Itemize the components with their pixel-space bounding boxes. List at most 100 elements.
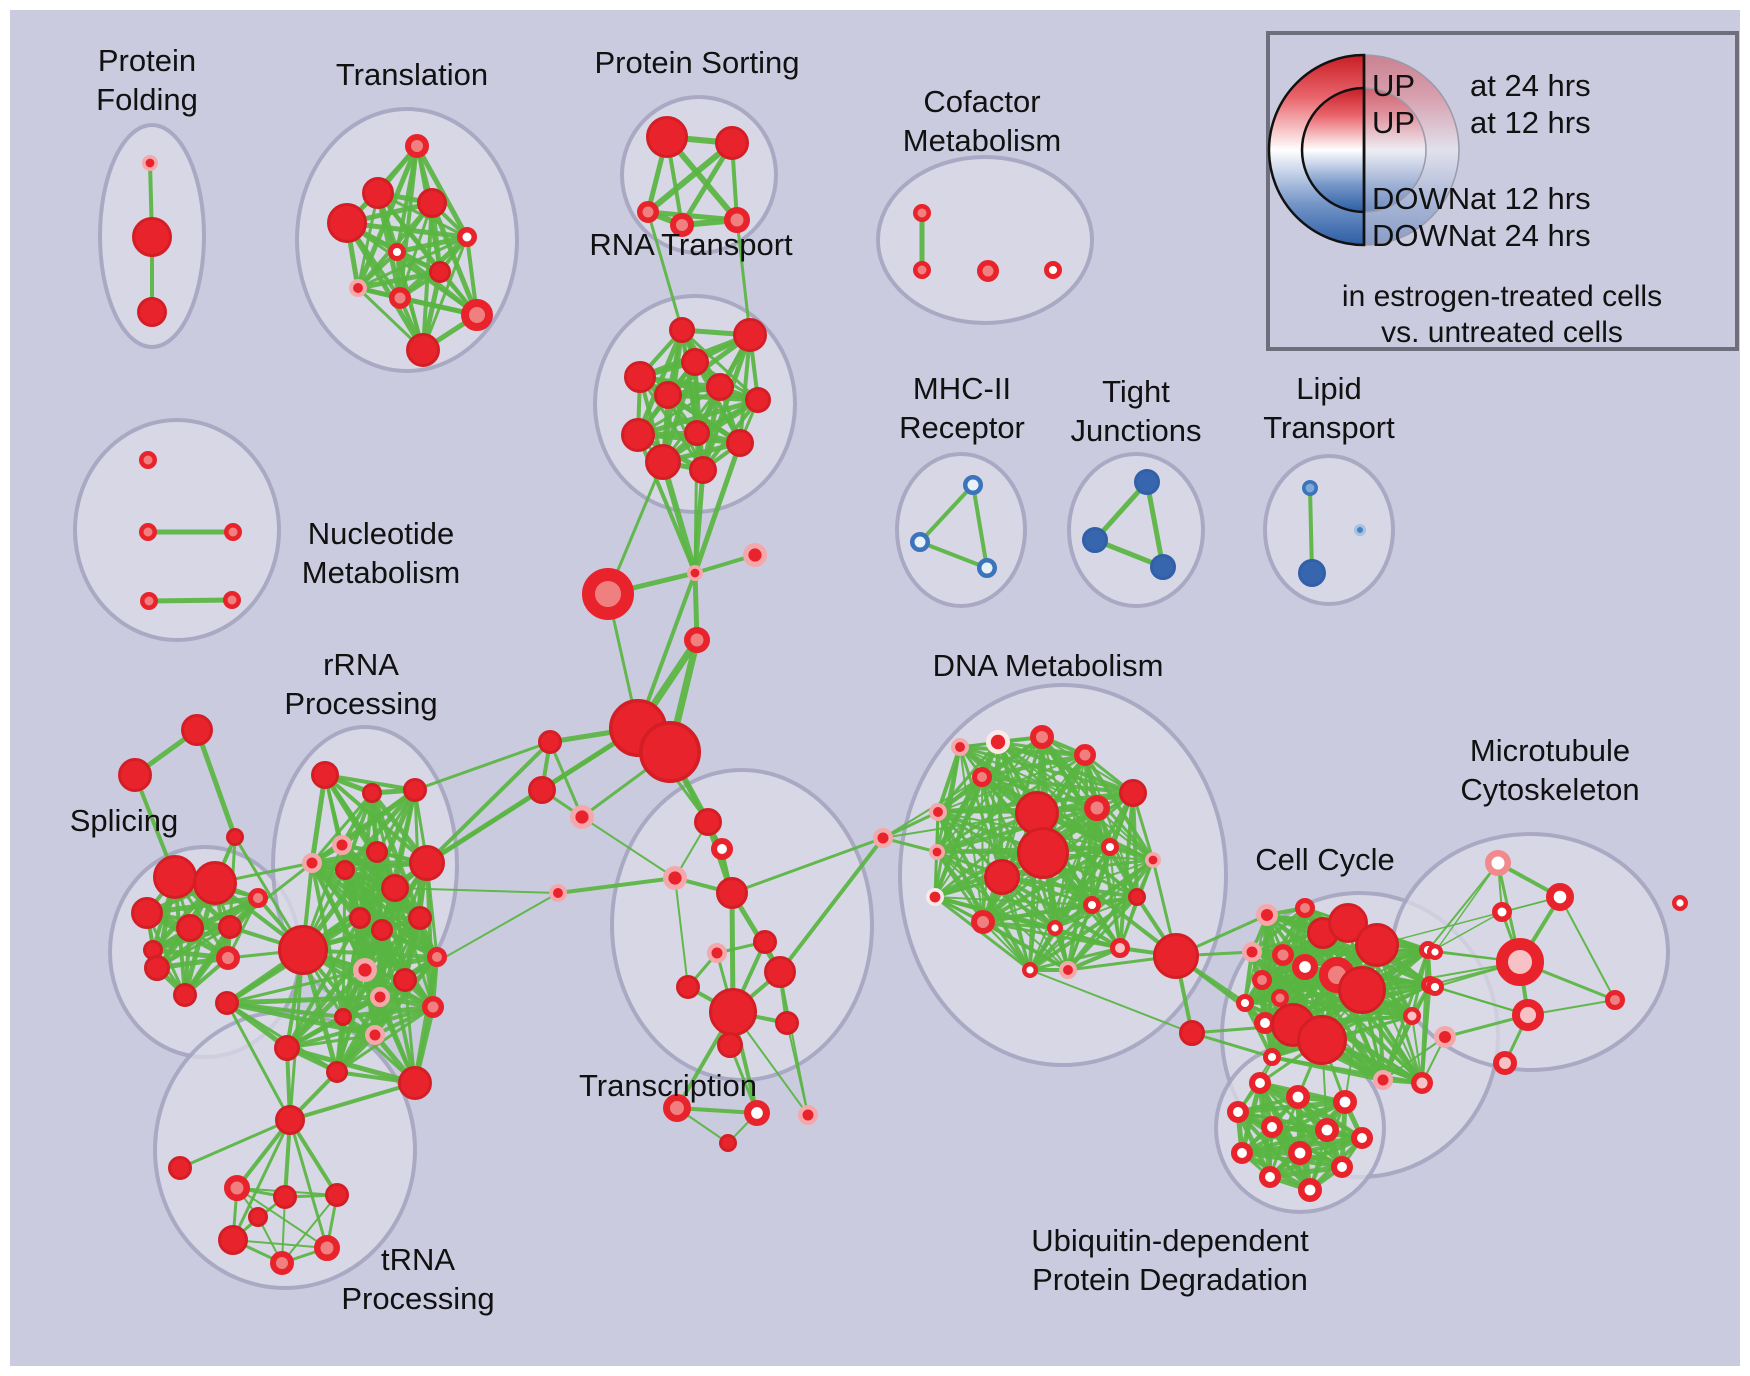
cluster-bubble-lp [1263, 454, 1395, 606]
node-cn14 [118, 758, 152, 792]
edge [1361, 961, 1521, 991]
node-mt2 [1492, 902, 1512, 922]
node-tx5 [764, 956, 796, 988]
node-cc11 [1271, 989, 1289, 1007]
edge [779, 971, 809, 1116]
edge [646, 210, 684, 332]
node-rr0 [311, 761, 339, 789]
edge [918, 540, 989, 570]
cluster-bubble-tx [610, 768, 874, 1082]
node-tl0 [405, 134, 429, 158]
node-cc5 [1242, 942, 1262, 962]
node-mt0 [1485, 850, 1511, 876]
node-dm5 [929, 803, 948, 822]
node-rr12 [278, 925, 328, 975]
node-tx1 [711, 838, 734, 861]
node-dm13 [925, 887, 944, 906]
edge [645, 140, 735, 215]
node-ub9 [1331, 1156, 1354, 1179]
cluster-label-dm: DNA Metabolism [933, 648, 1164, 683]
edge [421, 235, 469, 352]
node-ub1 [1286, 1085, 1311, 1110]
cluster-label-nm: Nucleotide [308, 516, 454, 551]
node-rt8 [684, 420, 710, 446]
node-dm2 [1074, 744, 1096, 766]
edge [933, 775, 984, 899]
cluster-label-pf: Protein [98, 43, 196, 78]
node-ps4 [724, 207, 750, 233]
edge [288, 1081, 417, 1122]
node-ub6 [1351, 1127, 1374, 1150]
node-tr6 [270, 1251, 294, 1275]
node-tj2 [1150, 554, 1176, 580]
node-tx6 [707, 943, 727, 963]
node-pf0 [142, 155, 159, 172]
node-ps3 [670, 213, 694, 237]
edge [971, 483, 989, 570]
edge [1084, 754, 1138, 898]
cluster-label-tl: Translation [336, 57, 488, 92]
edge [355, 269, 443, 291]
cluster-label-ub: Ubiquitin-dependent [1031, 1223, 1309, 1258]
edge [378, 916, 422, 999]
edge [1308, 486, 1314, 575]
node-ps0 [646, 116, 688, 158]
edge [309, 772, 328, 866]
node-cn13 [181, 714, 213, 746]
edge [231, 1118, 292, 1242]
edge [674, 877, 689, 988]
node-nm0 [139, 451, 157, 469]
cluster-label-mh: Receptor [899, 410, 1025, 445]
node-sp6 [216, 946, 240, 970]
node-tr3 [273, 1185, 297, 1209]
edge [1281, 948, 1430, 957]
network-nodes [118, 116, 1688, 1275]
edge [1054, 927, 1121, 949]
node-cn5 [638, 720, 701, 783]
node-tr2 [224, 1175, 250, 1201]
node-tx13 [798, 1105, 818, 1125]
node-cc7 [1291, 954, 1318, 981]
cluster-label-sp: Splicing [70, 803, 179, 838]
node-tx4 [753, 930, 777, 954]
node-sp1 [193, 861, 237, 905]
node-cn9 [549, 884, 568, 903]
node-rr15 [393, 968, 417, 992]
node-rr22 [422, 996, 444, 1018]
edge [425, 740, 552, 865]
node-ub11 [1298, 1178, 1323, 1203]
edge [981, 845, 1112, 924]
edge [403, 978, 417, 1085]
edge [881, 810, 940, 840]
cluster-label-tx: Transcription [579, 1068, 757, 1103]
edge [1429, 984, 1529, 1016]
edge [1190, 1031, 1274, 1059]
node-tl5 [388, 243, 407, 262]
node-rr10 [371, 919, 393, 941]
edge [981, 903, 1094, 924]
edge [323, 773, 417, 792]
node-tx8 [709, 988, 757, 1036]
node-rt6 [745, 387, 771, 413]
node-rr8 [409, 845, 445, 881]
node-dm0 [986, 730, 1011, 755]
node-dm16 [1082, 895, 1101, 914]
legend-caption-0: in estrogen-treated cells [1342, 280, 1662, 313]
edge [735, 218, 752, 337]
legend-glyph-inner-left [1300, 86, 1366, 214]
node-cc0 [1255, 903, 1278, 926]
edge [404, 892, 559, 981]
node-cn7 [528, 776, 556, 804]
node-dm10 [984, 859, 1020, 895]
edge [933, 811, 1039, 899]
node-nm4 [223, 591, 241, 609]
node-rt0 [669, 317, 695, 343]
cluster-bubble-mh [895, 452, 1027, 608]
node-tx3 [716, 877, 748, 909]
edge [1028, 903, 1094, 972]
edge [429, 200, 480, 318]
node-cc12 [1235, 993, 1254, 1012]
node-cn0 [686, 564, 703, 581]
node-cn6 [538, 730, 562, 754]
node-rr18 [334, 1008, 352, 1026]
